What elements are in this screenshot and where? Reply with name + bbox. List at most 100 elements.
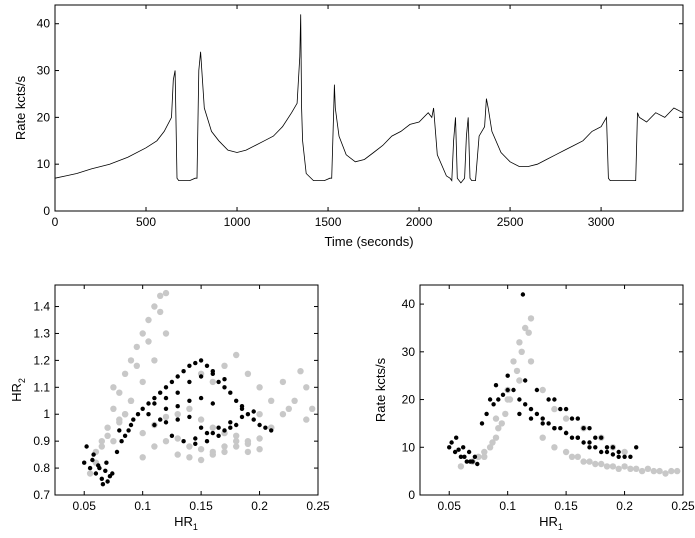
- black-data-point: [599, 449, 604, 455]
- y-tick-label: 20: [37, 110, 51, 124]
- y-tick-label: 10: [37, 157, 51, 171]
- y-tick-label: 30: [37, 64, 51, 78]
- black-data-point: [558, 406, 563, 412]
- grey-data-point: [518, 348, 525, 355]
- grey-data-point: [527, 358, 535, 365]
- grey-data-point: [598, 460, 605, 468]
- black-data-point: [449, 440, 454, 445]
- grey-data-point: [157, 292, 164, 299]
- black-data-point: [204, 363, 210, 368]
- black-data-point: [110, 471, 115, 476]
- grey-data-point: [174, 411, 181, 418]
- black-data-point: [472, 454, 478, 459]
- grey-data-point: [562, 448, 570, 456]
- grey-data-point: [309, 405, 316, 412]
- black-data-point: [152, 395, 157, 401]
- black-data-point: [234, 398, 239, 403]
- black-data-point: [546, 397, 551, 402]
- grey-data-point: [139, 378, 146, 386]
- black-data-point: [245, 412, 251, 417]
- black-data-point: [517, 411, 522, 417]
- black-data-point: [587, 440, 592, 445]
- black-data-point: [175, 390, 180, 395]
- black-data-point: [216, 425, 221, 430]
- grey-data-point: [110, 438, 117, 445]
- grey-data-point: [285, 405, 292, 412]
- black-data-point: [169, 433, 175, 438]
- black-data-point: [93, 471, 99, 476]
- grey-data-point: [527, 315, 535, 322]
- black-data-point: [187, 363, 192, 368]
- grey-data-point: [551, 405, 558, 413]
- grey-data-point: [221, 443, 228, 450]
- grey-data-point: [244, 448, 252, 456]
- black-data-point: [198, 358, 204, 363]
- black-data-point: [269, 428, 274, 433]
- black-data-point: [452, 449, 458, 455]
- black-data-point: [251, 417, 256, 422]
- grey-data-point: [221, 362, 228, 369]
- grey-data-point: [256, 446, 263, 453]
- grey-data-point: [244, 440, 252, 447]
- y-tick-label: 1.3: [33, 326, 50, 340]
- grey-data-point: [568, 453, 576, 460]
- black-data-point: [140, 406, 145, 411]
- grey-data-point: [221, 448, 228, 456]
- black-data-point: [198, 425, 204, 430]
- x-tick-label: 0.1: [499, 499, 516, 513]
- grey-data-point: [539, 434, 546, 441]
- black-data-point: [520, 292, 526, 297]
- grey-data-point: [98, 438, 106, 445]
- grey-data-point: [233, 438, 240, 445]
- grey-data-point: [174, 451, 181, 458]
- grey-data-point: [615, 465, 622, 472]
- black-data-point: [163, 385, 169, 390]
- grey-data-point: [502, 410, 509, 418]
- black-data-point: [122, 433, 128, 438]
- black-data-point: [193, 441, 198, 446]
- black-data-point: [87, 465, 93, 471]
- black-data-point: [210, 369, 215, 374]
- x-tick-label: 0.2: [251, 499, 268, 513]
- grey-data-point: [504, 396, 511, 403]
- x-tick-label: 0.15: [554, 499, 578, 513]
- grey-data-point: [110, 405, 117, 412]
- black-data-point: [552, 426, 557, 431]
- x-tick-label: 1500: [315, 215, 342, 229]
- x-tick-label: 3000: [588, 215, 615, 229]
- grey-data-point: [539, 386, 546, 394]
- black-data-point: [91, 452, 96, 457]
- grey-data-point: [157, 308, 164, 316]
- black-data-point: [146, 412, 151, 417]
- black-data-point: [163, 395, 169, 401]
- black-data-point: [479, 421, 485, 426]
- black-data-point: [100, 482, 106, 487]
- grey-data-point: [145, 338, 152, 345]
- black-data-point: [204, 430, 210, 436]
- grey-data-point: [186, 443, 193, 450]
- black-data-point: [593, 445, 598, 450]
- black-data-point: [146, 401, 151, 406]
- grey-data-point: [162, 413, 170, 421]
- grey-data-point: [209, 451, 216, 458]
- black-data-point: [228, 420, 233, 425]
- grey-data-point: [644, 465, 652, 472]
- black-data-point: [569, 416, 575, 421]
- grey-data-point: [516, 339, 523, 346]
- black-data-point: [181, 369, 186, 374]
- black-data-point: [634, 445, 639, 450]
- grey-data-point: [233, 351, 240, 359]
- grey-data-point: [650, 467, 657, 475]
- x-tick-label: 0.15: [189, 499, 213, 513]
- black-data-point: [622, 454, 627, 459]
- grey-data-point: [633, 465, 640, 472]
- black-data-point: [563, 430, 569, 436]
- grey-data-point: [498, 420, 505, 427]
- black-data-point: [534, 387, 540, 393]
- black-data-point: [169, 379, 175, 385]
- rate-hardness-panel: 0.05 0.1 0.15 0.2 0.25 0 10 20 30 40 HR1 Rate kc…: [373, 284, 695, 532]
- rate-hardness-x-axis-label: HR1: [539, 514, 563, 532]
- black-data-point: [175, 374, 180, 379]
- grey-data-point: [674, 467, 681, 475]
